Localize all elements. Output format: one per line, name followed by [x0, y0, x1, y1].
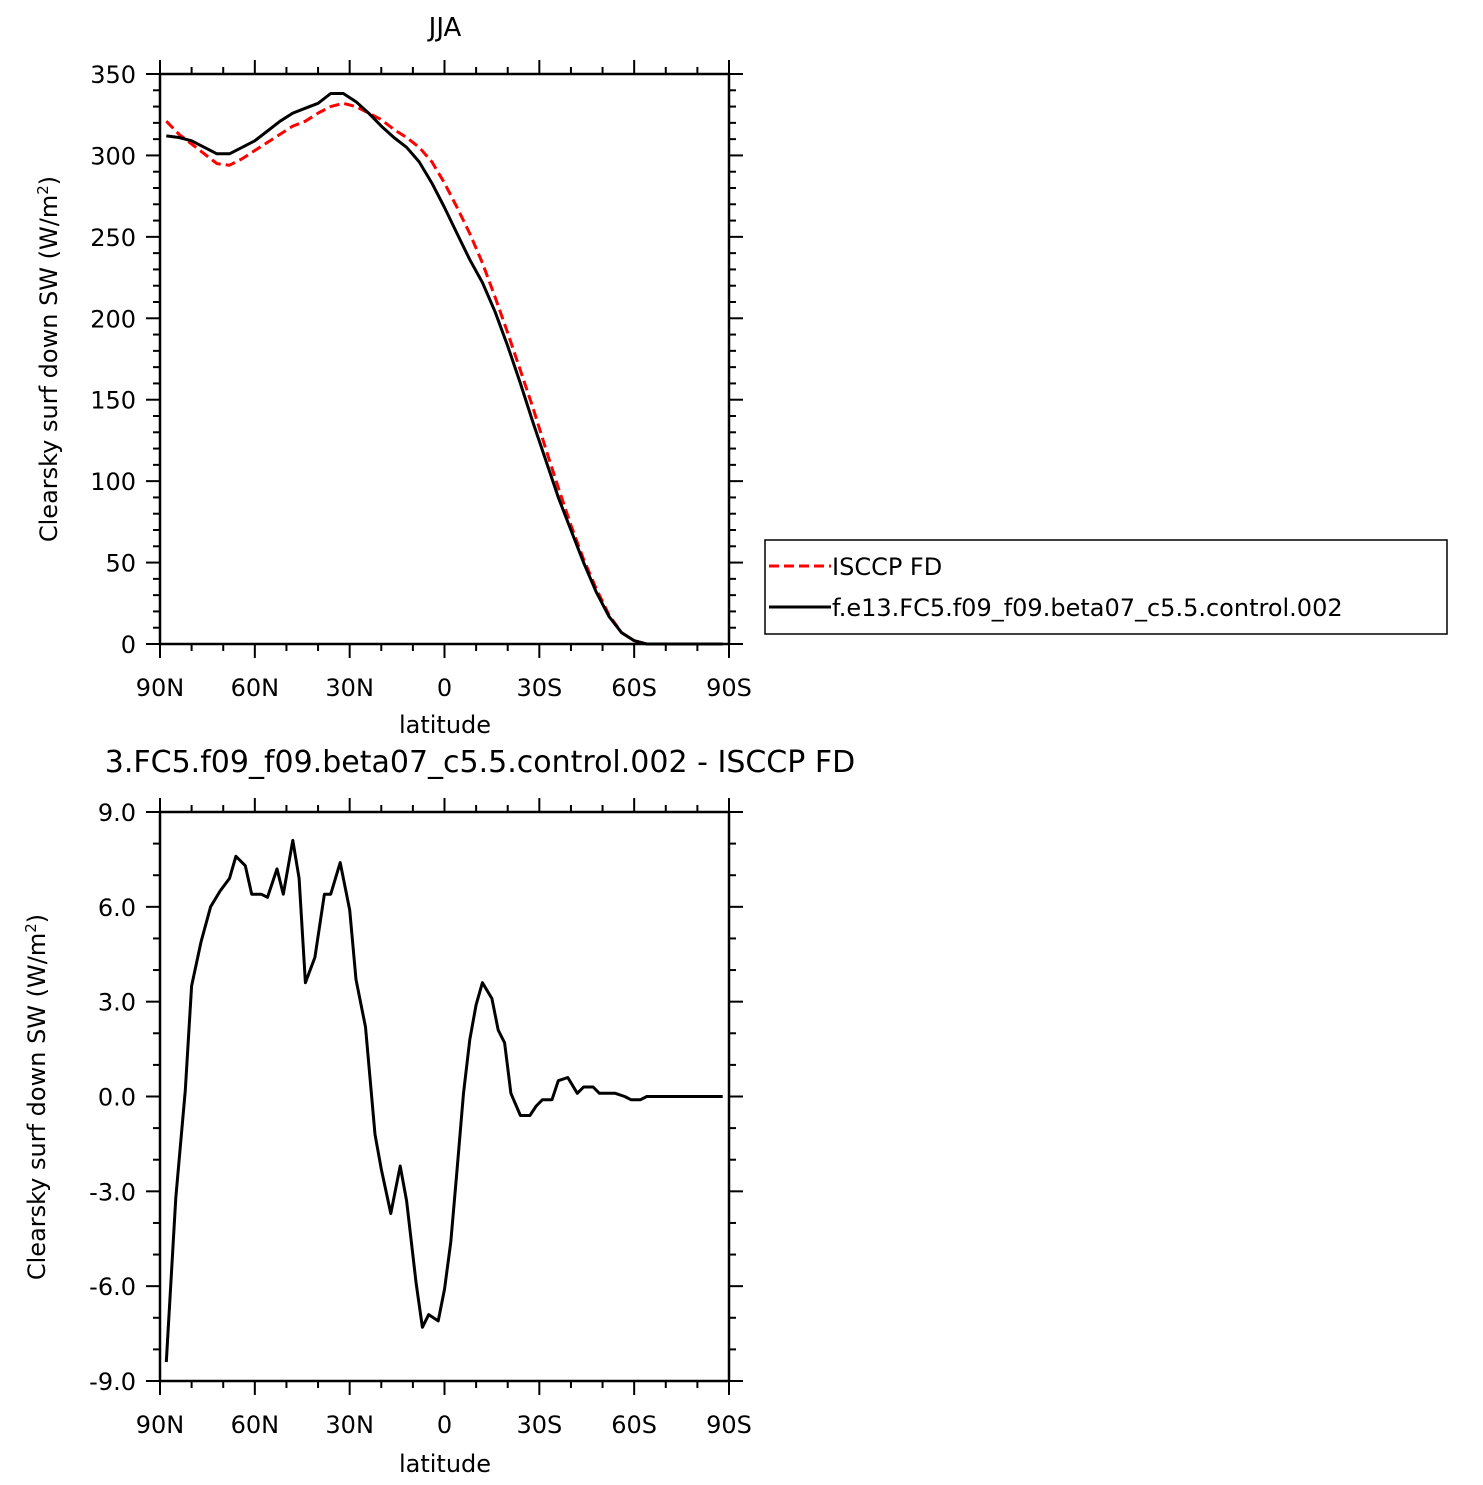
top-x-tick-label: 60N: [231, 674, 280, 702]
bottom-y-tick-label: -9.0: [89, 1368, 136, 1396]
bottom-x-tick-label: 60S: [611, 1411, 657, 1439]
bottom-y-axis-label-superscript: 2: [22, 923, 40, 933]
top-y-tick-label: 150: [90, 387, 136, 415]
top-y-tick-label: 200: [90, 305, 136, 333]
bottom-x-tick-label: 60N: [231, 1411, 280, 1439]
top-y-tick-label: 0: [121, 631, 136, 659]
top-series-line-0: [165, 101, 723, 646]
bottom-y-tick-label: -3.0: [89, 1178, 136, 1206]
top-y-axis-label-superscript: 2: [34, 185, 52, 195]
legend: ISCCP FD f.e13.FC5.f09_f09.beta07_c5.5.c…: [764, 539, 1448, 635]
legend-box: [764, 539, 1448, 635]
bottom-y-tick-label: 0.0: [98, 1084, 136, 1112]
top-plot-frame: [158, 72, 731, 646]
top-chart-title: JJA: [427, 13, 462, 43]
legend-label-isccp-fd: ISCCP FD: [832, 553, 942, 581]
bottom-x-tick-label: 0: [437, 1411, 452, 1439]
top-y-axis-label-main: Clearsky surf down SW (W/m: [35, 195, 63, 542]
top-x-tick-label: 0: [437, 674, 452, 702]
top-y-axis-label-end: ): [35, 176, 63, 185]
bottom-y-tick-label: -6.0: [89, 1273, 136, 1301]
bottom-y-tick-label: 6.0: [98, 894, 136, 922]
top-y-tick-label: 50: [105, 550, 136, 578]
top-series-line-1: [166, 92, 723, 646]
top-y-tick-label: 100: [90, 468, 136, 496]
bottom-y-axis-label-main: Clearsky surf down SW (W/m: [23, 933, 51, 1280]
top-x-tick-label: 90N: [136, 674, 185, 702]
bottom-series-line-0: [164, 838, 723, 1363]
top-y-axis-label: Clearsky surf down SW (W/m2): [34, 176, 63, 542]
top-axes-group: 90N 60N 30N 0 30S 60S 90S 0 50 100 150 200 250 300 350: [90, 60, 752, 702]
bottom-axes-group: 90N 60N 30N 0 30S 60S 90S -9.0 -6.0 -3.0 0.0 3.0 6.0…: [89, 798, 752, 1439]
top-y-tick-label: 250: [90, 224, 136, 252]
top-x-tick-label: 60S: [611, 674, 657, 702]
top-series-group: [165, 92, 723, 646]
bottom-x-tick-label: 30S: [516, 1411, 562, 1439]
bottom-x-tick-label: 90N: [136, 1411, 185, 1439]
top-y-tick-label: 350: [90, 61, 136, 89]
top-x-tick-label: 90S: [706, 674, 752, 702]
top-x-tick-label: 30S: [516, 674, 562, 702]
bottom-x-axis-label: latitude: [399, 1450, 491, 1478]
bottom-y-tick-label: 3.0: [98, 989, 136, 1017]
bottom-y-tick-label: 9.0: [98, 799, 136, 827]
legend-label-model: f.e13.FC5.f09_f09.beta07_c5.5.control.00…: [832, 594, 1343, 622]
bottom-y-axis-label-end: ): [23, 914, 51, 923]
top-panel: JJA 90N 60N 30N 0 30S 60S 90S 0 50 100 150 200 250 30…: [34, 13, 752, 739]
bottom-series-group: [164, 838, 723, 1363]
bottom-panel: 3.FC5.f09_f09.beta07_c5.5.control.002 - …: [22, 745, 855, 1478]
bottom-x-tick-label: 30N: [325, 1411, 374, 1439]
top-x-tick-label: 30N: [325, 674, 374, 702]
top-y-tick-label: 300: [90, 142, 136, 170]
bottom-y-axis-label: Clearsky surf down SW (W/m2): [22, 914, 51, 1280]
bottom-x-tick-label: 90S: [706, 1411, 752, 1439]
top-x-axis-label: latitude: [399, 711, 491, 739]
bottom-chart-title: 3.FC5.f09_f09.beta07_c5.5.control.002 - …: [105, 745, 855, 780]
